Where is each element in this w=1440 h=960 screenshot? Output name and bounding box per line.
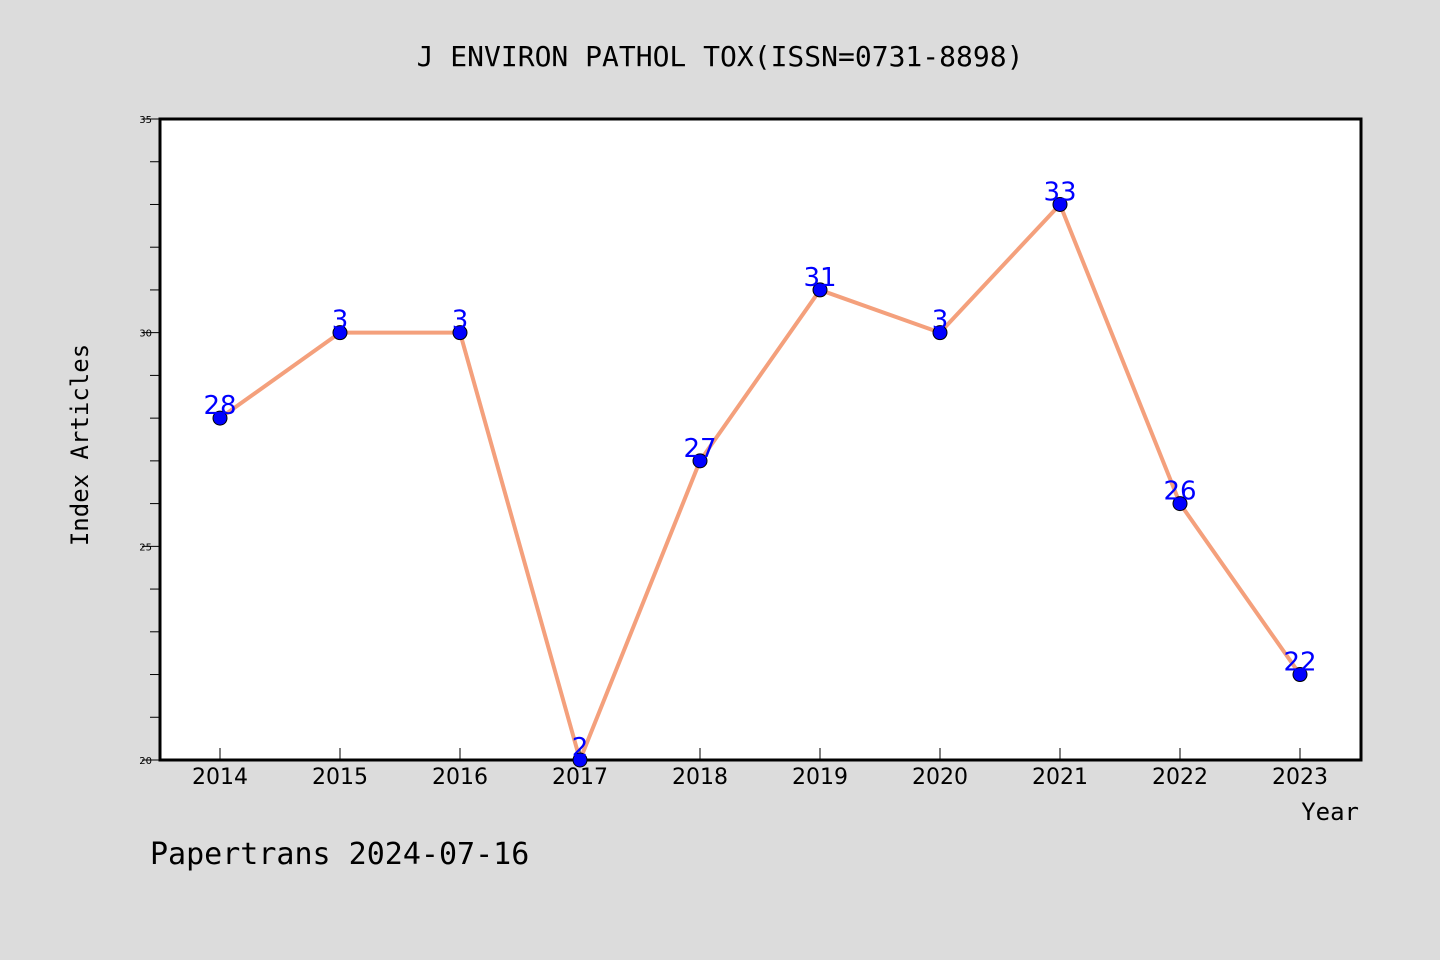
data-label: 28 <box>203 391 236 421</box>
data-point <box>812 282 828 298</box>
data-point <box>692 453 708 469</box>
data-label: 27 <box>683 434 716 464</box>
x-tick-label: 2018 <box>672 765 728 790</box>
data-point <box>1292 667 1308 683</box>
x-tick-label: 2023 <box>1272 765 1328 790</box>
data-label: 3 <box>332 306 349 336</box>
data-point <box>1052 196 1068 212</box>
data-label: 31 <box>803 263 836 293</box>
x-axis: 2014 2015 2016 2017 2018 2019 2020 2021 2022 2023 <box>192 748 1328 790</box>
x-tick-label: 2021 <box>1032 765 1088 790</box>
data-point <box>1172 496 1188 512</box>
x-tick-label: 2014 <box>192 765 248 790</box>
watermark-text: Papertrans 2024-07-16 <box>150 837 529 872</box>
data-label: 33 <box>1043 177 1076 207</box>
x-tick-label: 2019 <box>792 765 848 790</box>
x-tick-label: 2017 <box>552 765 608 790</box>
x-axis-label: Year <box>1301 798 1359 826</box>
y-axis: 20 25 30 35 <box>139 115 160 767</box>
data-label: 3 <box>452 306 469 336</box>
x-tick-label: 2015 <box>312 765 368 790</box>
y-axis-label: Index Articles <box>66 344 94 546</box>
x-tick-label: 2016 <box>432 765 488 790</box>
series-line <box>218 202 1302 762</box>
data-label: 3 <box>932 306 949 336</box>
data-point <box>932 325 948 341</box>
data-point <box>572 752 588 768</box>
y-tick-label: 30 <box>139 329 152 340</box>
data-label: 26 <box>1163 477 1196 507</box>
data-point <box>332 325 348 341</box>
chart-title: J ENVIRON PATHOL TOX(ISSN=0731-8898) <box>417 40 1024 73</box>
data-label: 2 <box>572 733 589 763</box>
data-markers <box>212 196 1308 768</box>
y-tick-label: 35 <box>139 115 152 126</box>
y-tick-label: 20 <box>139 756 152 767</box>
x-tick-label: 2022 <box>1152 765 1208 790</box>
data-point <box>452 325 468 341</box>
plot-area <box>158 117 1363 762</box>
data-label: 22 <box>1283 648 1316 678</box>
y-tick-label: 25 <box>139 542 152 553</box>
data-point <box>212 410 228 426</box>
x-tick-label: 2020 <box>912 765 968 790</box>
